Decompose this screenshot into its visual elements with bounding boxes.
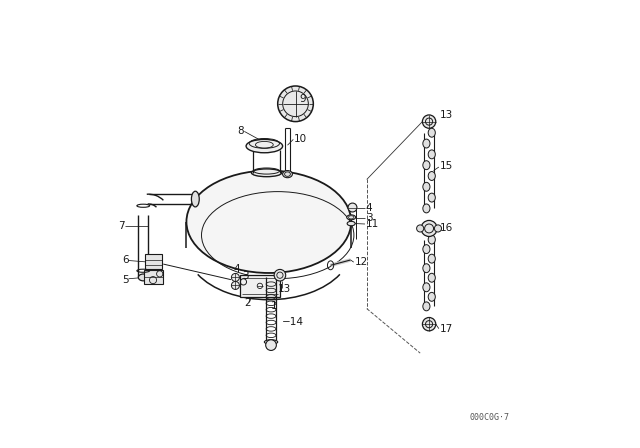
- Circle shape: [278, 86, 314, 121]
- Text: 10: 10: [294, 134, 307, 143]
- Circle shape: [435, 225, 442, 232]
- Text: 12: 12: [355, 257, 368, 267]
- Ellipse shape: [186, 171, 351, 273]
- Ellipse shape: [423, 204, 430, 213]
- Ellipse shape: [428, 273, 435, 282]
- Ellipse shape: [347, 215, 356, 220]
- Ellipse shape: [428, 193, 435, 202]
- Circle shape: [232, 273, 239, 281]
- Text: 2: 2: [244, 298, 251, 308]
- Circle shape: [422, 318, 436, 331]
- Ellipse shape: [428, 254, 435, 263]
- Ellipse shape: [428, 293, 435, 301]
- Text: 9: 9: [299, 95, 306, 104]
- Text: 1: 1: [271, 302, 278, 311]
- Text: 8: 8: [237, 125, 244, 135]
- Ellipse shape: [428, 150, 435, 159]
- Circle shape: [348, 203, 357, 212]
- Text: 17: 17: [440, 323, 454, 334]
- Text: 3: 3: [366, 213, 372, 223]
- Ellipse shape: [428, 128, 435, 137]
- Text: 15: 15: [440, 161, 454, 171]
- Circle shape: [274, 269, 285, 281]
- Ellipse shape: [423, 245, 430, 254]
- Polygon shape: [144, 270, 163, 284]
- FancyBboxPatch shape: [240, 275, 280, 297]
- Ellipse shape: [191, 191, 199, 207]
- Ellipse shape: [423, 182, 430, 191]
- Polygon shape: [145, 254, 162, 269]
- Ellipse shape: [423, 264, 430, 273]
- Ellipse shape: [423, 139, 430, 148]
- Circle shape: [421, 220, 437, 237]
- Ellipse shape: [428, 172, 435, 181]
- Ellipse shape: [283, 171, 292, 178]
- Ellipse shape: [423, 302, 430, 311]
- Text: 5: 5: [122, 275, 129, 284]
- Text: 7: 7: [118, 221, 125, 231]
- Circle shape: [422, 115, 436, 128]
- Circle shape: [417, 225, 424, 232]
- Text: 16: 16: [440, 223, 454, 233]
- Text: 3: 3: [242, 271, 249, 281]
- Ellipse shape: [138, 274, 148, 281]
- Circle shape: [232, 281, 239, 289]
- Text: 13: 13: [440, 110, 454, 120]
- Ellipse shape: [246, 139, 283, 153]
- Text: 11: 11: [366, 220, 379, 229]
- Text: 000C0G·7: 000C0G·7: [469, 413, 509, 422]
- Text: 4: 4: [233, 264, 240, 275]
- Text: 13: 13: [278, 284, 291, 293]
- Ellipse shape: [423, 161, 430, 170]
- Text: 4: 4: [366, 202, 372, 212]
- Ellipse shape: [252, 169, 282, 177]
- Text: −14: −14: [282, 317, 304, 327]
- Ellipse shape: [347, 221, 355, 226]
- Text: 6: 6: [122, 254, 129, 265]
- Ellipse shape: [423, 283, 430, 292]
- Ellipse shape: [428, 235, 435, 244]
- Circle shape: [266, 340, 276, 350]
